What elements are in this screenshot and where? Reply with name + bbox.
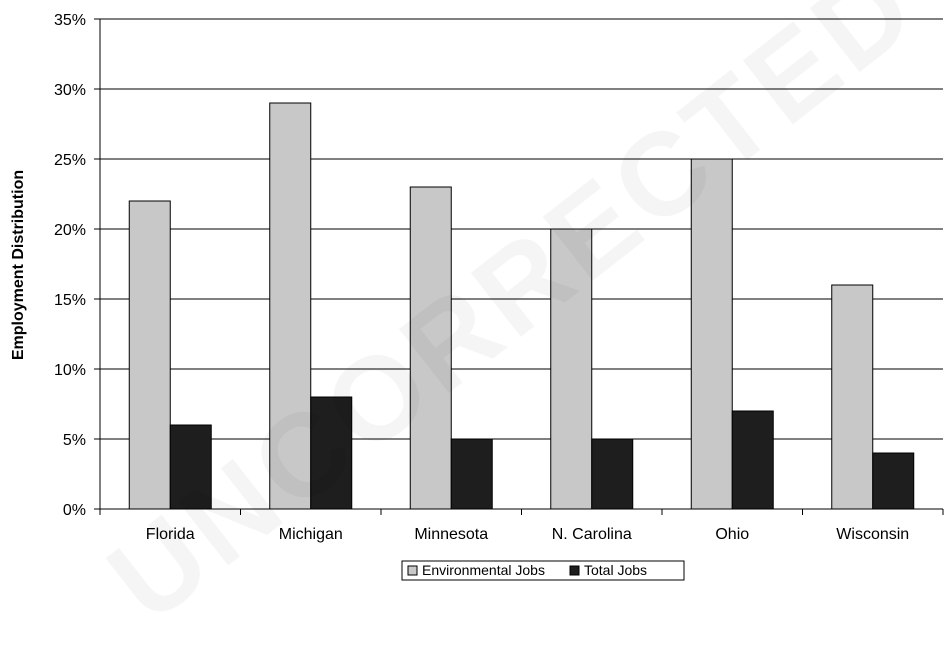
legend-box [401,560,685,581]
bar-total-n-carolina [591,438,634,510]
bar-total-michigan [310,396,353,510]
labels-layer: 0% 5% 10% 15% 20% 25% 30% 35% Florida Michigan Min… [54,12,909,543]
y-tick-label: 35% [54,12,86,29]
legend-label-environmental: Environmental Jobs [422,562,545,578]
legend-swatch-total [569,565,580,576]
bar-environmental-michigan [269,102,312,510]
legend-label-total: Total Jobs [584,562,647,578]
y-tick-label: 20% [54,222,86,239]
bar-environmental-ohio [690,158,733,510]
bar-environmental-n-carolina [550,228,593,510]
y-tick-label: 10% [54,362,86,379]
chart-svg: 0% 5% 10% 15% 20% 25% 30% 35% Florida Michigan Min… [10,12,944,581]
bar-total-minnesota [450,438,493,510]
legend: Environmental Jobs Total Jobs [401,560,685,581]
y-axis-title: Employment Distribution [10,170,27,360]
x-tick-label: Ohio [715,526,749,543]
bar-total-ohio [731,410,774,510]
bar-environmental-minnesota [409,186,452,510]
legend-swatch-environmental [407,565,418,576]
y-tick-label: 5% [63,432,86,449]
y-tick-label: 15% [54,292,86,309]
bar-total-florida [169,424,212,510]
y-tick-label: 25% [54,152,86,169]
x-tick-label: Wisconsin [836,526,909,543]
x-tick-label: Florida [146,526,195,543]
y-tick-label: 30% [54,82,86,99]
grid-layer [100,18,943,440]
chart: 0% 5% 10% 15% 20% 25% 30% 35% Florida Michigan Min… [10,12,944,581]
x-tick-label: N. Carolina [552,526,632,543]
bars-layer [128,102,915,510]
bar-total-wisconsin [872,452,915,510]
axes-layer [94,18,944,515]
bar-environmental-wisconsin [831,284,874,510]
x-tick-label: Minnesota [414,526,488,543]
y-tick-label: 0% [63,502,86,519]
x-tick-label: Michigan [279,526,343,543]
bar-environmental-florida [128,200,171,510]
